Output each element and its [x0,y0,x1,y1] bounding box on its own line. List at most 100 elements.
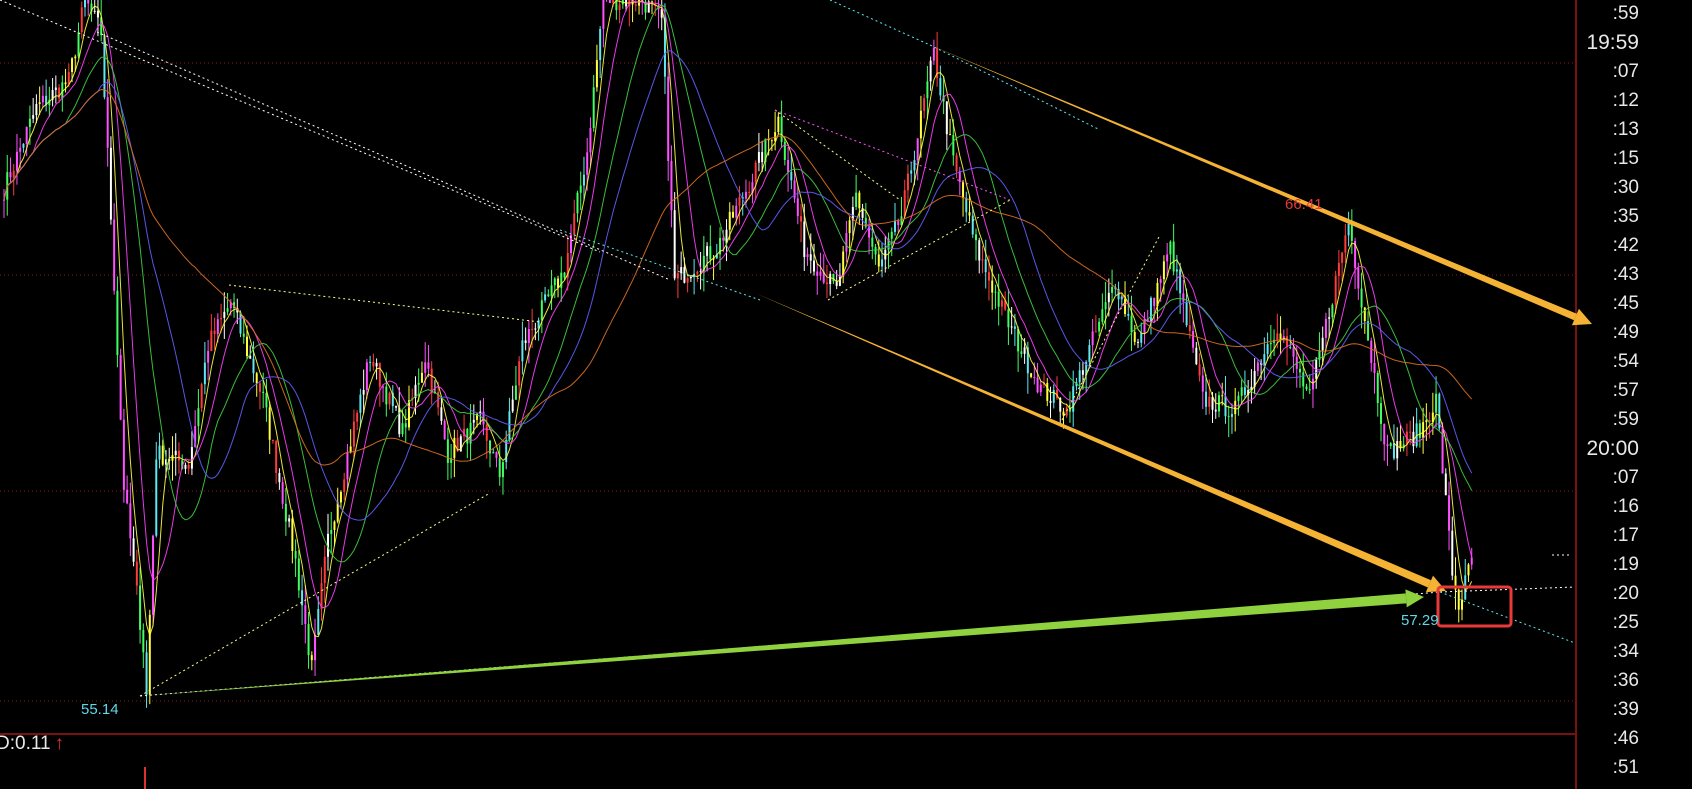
candle-body [48,99,51,106]
candle-body [842,251,845,277]
candle-body [1046,382,1049,401]
time-axis-label: :13 [1612,119,1639,140]
candle-body [696,271,699,274]
candle-body [35,103,38,116]
candle-body [184,464,187,469]
candle-body [1324,318,1327,338]
candle-body [22,143,25,148]
candle-body [984,259,987,273]
candle-body [456,437,459,452]
candle-body [54,87,57,91]
time-axis-label: :34 [1612,641,1639,662]
moving-average-line [3,0,1473,609]
candle-body [106,97,109,148]
candle-body [339,491,342,503]
candle-body [1422,422,1425,438]
candle-body [236,308,239,313]
candle-body [835,281,838,286]
candle-body [408,400,410,428]
candle-body [1256,362,1259,371]
candle-body [427,362,430,369]
candle-body [372,361,375,367]
time-axis-label: :54 [1612,351,1639,372]
candle-body [945,101,948,135]
time-axis-label: :25 [1612,612,1639,633]
candle-body [1130,315,1133,333]
candle-body [809,254,812,261]
lower-trend-arrow-shaft [755,293,1432,588]
candle-body [845,233,848,252]
candle-body [923,98,926,111]
candle-body [709,246,712,260]
candle-body [702,255,705,271]
candle-body [819,271,822,276]
candle-body [524,340,527,343]
dotted-trendline [1439,591,1576,644]
candle-body [213,330,216,334]
candle-body [1370,340,1373,363]
candle-body [903,190,906,217]
candle-body [576,192,579,214]
time-axis-label: :07 [1612,467,1639,488]
candle-body [453,437,456,459]
candle-body [540,300,543,321]
candle-body [1289,347,1292,349]
candle-body [638,0,641,6]
candle-body [741,197,744,199]
time-axis-label: :46 [1612,728,1639,749]
candle-body [1454,575,1457,590]
candle-body [676,273,679,279]
candle-body [459,436,462,452]
candle-body [100,17,103,36]
time-axis-label: :49 [1612,322,1639,343]
candle-body [719,237,722,255]
candle-body [780,116,783,142]
candle-body [463,428,466,437]
candle-body [1068,407,1071,412]
candle-body [1198,364,1201,376]
candle-body [109,147,112,220]
candle-body [822,271,825,283]
candle-body [1299,368,1301,373]
candle-body [929,60,932,82]
candle-body [1162,261,1165,280]
candle-body [706,246,709,256]
dotted-trendline [228,284,541,323]
candle-body [1441,428,1444,474]
candle-body [531,328,534,330]
candle-body [165,459,167,465]
candle-body [25,126,28,144]
candle-body [855,192,858,207]
candle-body [1337,262,1340,276]
candle-body [297,558,300,591]
candle-body [1367,321,1370,341]
candle-body [936,47,939,79]
candle-body [667,76,670,162]
candle-body [1425,420,1428,423]
candle-body [19,147,22,152]
candle-body [1023,347,1026,354]
candle-body [1321,337,1324,351]
candle-body [330,530,333,534]
moving-average-line [3,50,1473,521]
dotted-trendline [559,229,761,301]
candle-body [424,362,427,373]
candle-body [145,652,148,695]
candle-body [113,219,116,291]
candle-body [388,392,391,405]
candle-body [3,199,5,201]
candle-body [190,447,193,469]
candle-body [790,172,793,181]
candle-body [32,115,35,119]
candle-body [207,350,210,363]
candle-body [595,60,598,88]
candle-body [275,441,278,473]
candle-body [518,361,521,386]
candle-body [126,489,129,504]
candle-body [284,503,287,522]
time-axis-label: :45 [1612,293,1639,314]
candle-body [1091,331,1094,346]
indicator-readout: D:0.11 ↑ [0,733,64,755]
candle-body [194,426,197,448]
